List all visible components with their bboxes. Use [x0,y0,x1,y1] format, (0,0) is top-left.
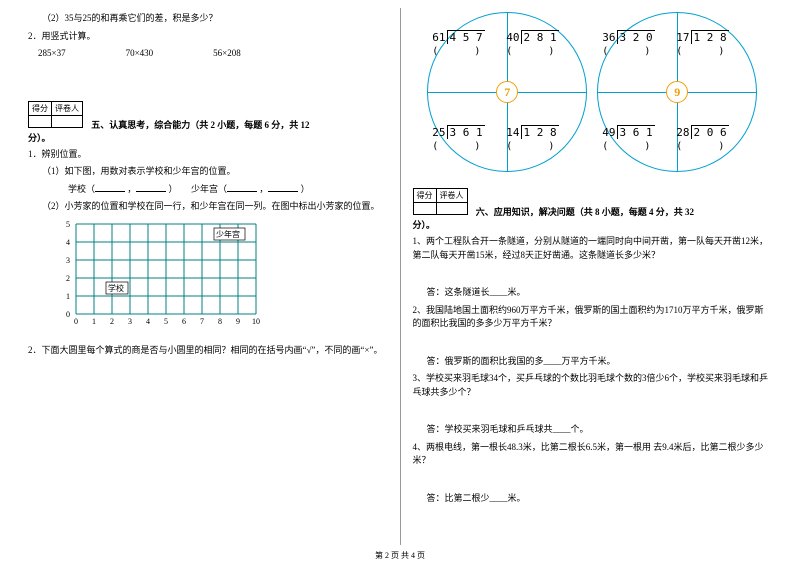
page-footer: 第 2 页 共 4 页 [0,550,800,561]
calc1: 285×37 [38,47,66,61]
score-box-6: 得分评卷人 [413,188,468,215]
q6-3: 3、学校买来羽毛球34个，买乒乓球的个数比羽毛球个数的3倍少6个，学校买来羽毛球… [413,372,773,399]
score-h1: 得分 [29,101,52,115]
svg-text:4: 4 [66,238,70,247]
score-h2b: 评卷人 [436,189,467,203]
column-divider [400,8,401,545]
q1-2: （2）35与25的和再乘它们的差，积是多少？ [42,12,388,26]
long-division: 493 6 1( ) [602,126,680,153]
svg-text:3: 3 [128,317,132,326]
svg-text:1: 1 [66,292,70,301]
svg-text:2: 2 [110,317,114,326]
a6-4: 答：比第二根少____米。 [427,492,773,506]
long-division: 614 5 7( ) [432,31,510,58]
svg-text:5: 5 [66,220,70,229]
long-division: 171 2 8( ) [676,31,754,58]
p1-1b: 学校（ ， ） 少年宫（ ， ） [68,183,388,197]
q2-title: 2．用竖式计算。 [28,30,388,44]
division-circle: 7614 5 7( )402 8 1( )253 6 1( )141 2 8( … [427,12,587,172]
p1-2: （2）小芳家的位置和学校在同一行，和少年宫在同一列。在图中标出小芳家的位置。 [42,200,388,214]
svg-text:7: 7 [200,317,204,326]
p1-1: （1）如下图，用数对表示学校和少年宫的位置。 [42,165,388,179]
svg-text:5: 5 [164,317,168,326]
svg-text:少年宫: 少年宫 [216,229,240,239]
svg-text:10: 10 [252,317,260,326]
svg-text:9: 9 [236,317,240,326]
a6-3: 答：学校买来羽毛球和乒乓球共____个。 [427,423,773,437]
q6-4: 4、两根电线，第一根长48.3米，比第二根长6.5米，第一根用 去9.4米后，比… [413,441,773,468]
section5-header: 得分评卷人 五、认真思考，综合能力（共 2 小题，每题 6 分，共 12 [28,95,388,131]
a6-2: 答：俄罗斯的面积比我国的多____万平方千米。 [427,355,773,369]
svg-text:3: 3 [66,256,70,265]
sec5-title-b: 分）。 [28,131,388,144]
sec5-title: 五、认真思考，综合能力（共 2 小题，每题 6 分，共 12 [91,120,309,130]
a6-1: 答：这条隧道长____米。 [427,286,773,300]
score-h2: 评卷人 [52,101,83,115]
section6-header: 得分评卷人 六、应用知识，解决问题（共 8 小题，每题 4 分，共 32 [413,182,773,218]
grid-chart: 012345678910543210学校少年宫 [58,218,388,340]
circle-diagrams: 7614 5 7( )402 8 1( )253 6 1( )141 2 8( … [413,12,773,172]
long-division: 141 2 8( ) [506,126,584,153]
division-circle: 9363 2 0( )171 2 8( )493 6 1( )282 0 6( … [597,12,757,172]
svg-text:6: 6 [182,317,186,326]
long-division: 253 6 1( ) [432,126,510,153]
p1: 1．辨别位置。 [28,148,388,162]
long-division: 363 2 0( ) [602,31,680,58]
right-column: 7614 5 7( )402 8 1( )253 6 1( )141 2 8( … [405,8,781,545]
long-division: 402 8 1( ) [506,31,584,58]
q6-2: 2、我国陆地国土面积约960万平方千米，俄罗斯的国土面积约为1710万平方千米，… [413,304,773,331]
svg-text:0: 0 [66,310,70,319]
calc2: 70×430 [126,47,154,61]
svg-text:2: 2 [66,274,70,283]
calc-row: 285×37 70×430 56×208 [38,47,388,61]
left-column: （2）35与25的和再乘它们的差，积是多少？ 2．用竖式计算。 285×37 7… [20,8,396,545]
svg-text:0: 0 [74,317,78,326]
p2: 2．下面大圆里每个算式的商是否与小圆里的相同？相同的在括号内画“√”，不同的画“… [28,344,388,358]
sec6-title: 六、应用知识，解决问题（共 8 小题，每题 4 分，共 32 [476,207,694,217]
calc3: 56×208 [213,47,241,61]
svg-text:4: 4 [146,317,150,326]
score-box-5: 得分评卷人 [28,101,83,128]
sec6-title-b: 分）。 [413,218,773,231]
score-h1b: 得分 [413,189,436,203]
svg-text:学校: 学校 [108,283,124,293]
svg-text:8: 8 [218,317,222,326]
svg-text:1: 1 [92,317,96,326]
long-division: 282 0 6( ) [676,126,754,153]
q6-1: 1、两个工程队合开一条隧道，分别从隧道的一端同时向中间开凿，第一队每天开凿12米… [413,235,773,262]
